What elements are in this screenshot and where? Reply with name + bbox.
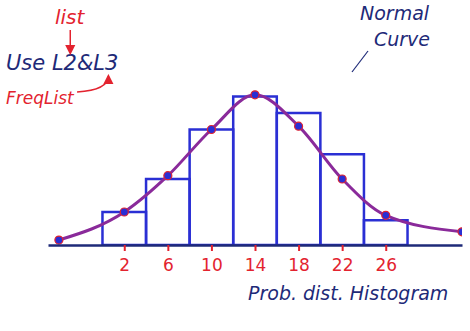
x-tick-label: 18	[288, 255, 310, 275]
axis-title: Prob. dist. Histogram	[248, 282, 448, 304]
x-tick-mark	[124, 245, 126, 251]
annotation: list	[55, 5, 86, 29]
leader-line	[352, 51, 368, 72]
annotation: FreqList	[6, 88, 75, 108]
curve-point	[295, 122, 303, 130]
chart: 261014182226Prob. dist. HistogramlistUse…	[0, 0, 470, 331]
arrow	[77, 76, 108, 92]
x-tick: 10	[201, 245, 223, 275]
arrow	[70, 30, 72, 53]
annotation: Use L2&L3	[6, 51, 118, 75]
normal-curve	[59, 95, 462, 240]
x-tick-mark	[167, 245, 169, 251]
x-tick-label: 2	[119, 255, 130, 275]
x-tick-label: 10	[201, 255, 223, 275]
curve-point	[382, 211, 390, 219]
x-tick-mark	[298, 245, 300, 251]
x-tick: 18	[288, 245, 310, 275]
curve-point	[207, 126, 215, 134]
plot-area	[55, 91, 462, 245]
x-tick: 22	[332, 245, 354, 275]
histogram-bar	[277, 113, 321, 245]
curve-point	[251, 91, 259, 99]
x-tick-label: 26	[375, 255, 397, 275]
curve-point	[338, 175, 346, 183]
x-tick: 2	[119, 245, 130, 275]
histogram-bar	[102, 212, 146, 245]
curve-point	[164, 172, 172, 180]
histogram-bar	[364, 220, 408, 245]
x-tick-mark	[385, 245, 387, 251]
x-tick-mark	[255, 245, 257, 251]
x-tick: 14	[245, 245, 267, 275]
x-tick-label: 22	[332, 255, 354, 275]
curve-point	[55, 236, 63, 244]
x-tick: 26	[375, 245, 397, 275]
curve-point	[120, 208, 128, 216]
x-axis: 261014182226	[49, 245, 463, 275]
histogram-bar	[320, 154, 364, 245]
x-tick-mark	[211, 245, 213, 251]
curve-point	[458, 228, 462, 236]
x-tick-label: 14	[245, 255, 267, 275]
annotation: NormalCurve	[360, 2, 430, 50]
x-tick-label: 6	[163, 255, 174, 275]
histogram-bar	[233, 97, 277, 246]
x-tick: 6	[163, 245, 174, 275]
x-tick-mark	[342, 245, 344, 251]
